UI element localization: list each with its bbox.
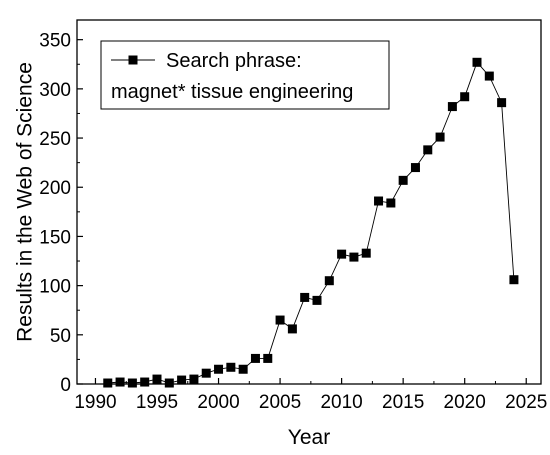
data-point	[189, 374, 199, 384]
data-point	[324, 276, 334, 286]
y-axis-title: Results in the Web of Science	[14, 62, 37, 342]
data-point	[423, 145, 433, 155]
data-point	[238, 364, 248, 374]
data-point	[435, 132, 445, 142]
data-point	[484, 71, 494, 81]
series-line	[107, 61, 515, 384]
data-point	[263, 353, 273, 363]
y-tick-label: 50	[50, 326, 71, 347]
data-point	[509, 275, 519, 285]
data-point	[164, 378, 174, 388]
y-tick-label: 200	[39, 178, 71, 199]
data-point	[447, 102, 457, 112]
x-tick-label: 2025	[505, 392, 547, 413]
data-point	[337, 249, 347, 259]
data-point	[472, 57, 482, 67]
data-point	[374, 196, 384, 206]
data-point	[275, 315, 285, 325]
y-tick-label: 350	[39, 31, 71, 52]
x-axis-ticks: 1990 1995 2000 2005 2010 2015 2020 2025	[74, 378, 547, 413]
data-point	[497, 98, 507, 108]
x-tick-label: 1995	[136, 392, 178, 413]
data-point	[103, 378, 113, 388]
data-point	[140, 377, 150, 387]
y-tick-label: 300	[39, 80, 71, 101]
x-tick-label: 2000	[197, 392, 239, 413]
data-point	[386, 198, 396, 208]
x-tick-label: 1990	[74, 392, 116, 413]
y-tick-label: 150	[39, 227, 71, 248]
y-axis-ticks: 0 50 100 150 200 250 300 350	[39, 31, 83, 396]
legend-label-line2: magnet* tissue engineering	[111, 81, 353, 103]
plot-frame	[76, 19, 542, 385]
data-point	[349, 252, 359, 262]
legend-marker-icon	[128, 55, 138, 65]
plot-area-border	[76, 19, 542, 385]
data-point	[226, 362, 236, 372]
series-points	[103, 57, 519, 388]
data-point	[214, 364, 224, 374]
data-point	[287, 324, 297, 334]
legend-box	[100, 40, 390, 110]
legend-label-line1: Search phrase:	[166, 50, 302, 72]
y-tick-label: 250	[39, 129, 71, 150]
data-point	[398, 175, 408, 185]
x-axis-title: Year	[288, 426, 330, 449]
data-point	[312, 295, 322, 305]
data-point	[250, 353, 260, 363]
y-tick-label: 0	[60, 375, 71, 396]
data-point	[201, 368, 211, 378]
x-tick-label: 2010	[320, 392, 362, 413]
data-point	[460, 92, 470, 102]
data-point	[300, 292, 310, 302]
x-tick-label: 2015	[382, 392, 424, 413]
series-polyline	[107, 61, 515, 384]
legend: Search phrase: magnet* tissue engineerin…	[100, 40, 390, 110]
data-point	[152, 374, 162, 384]
data-point	[410, 163, 420, 173]
x-tick-label: 2005	[259, 392, 301, 413]
data-point	[361, 248, 371, 258]
data-point	[177, 375, 187, 385]
data-point	[115, 377, 125, 387]
y-tick-label: 100	[39, 277, 71, 298]
data-point	[127, 378, 137, 388]
x-tick-label: 2020	[444, 392, 486, 413]
